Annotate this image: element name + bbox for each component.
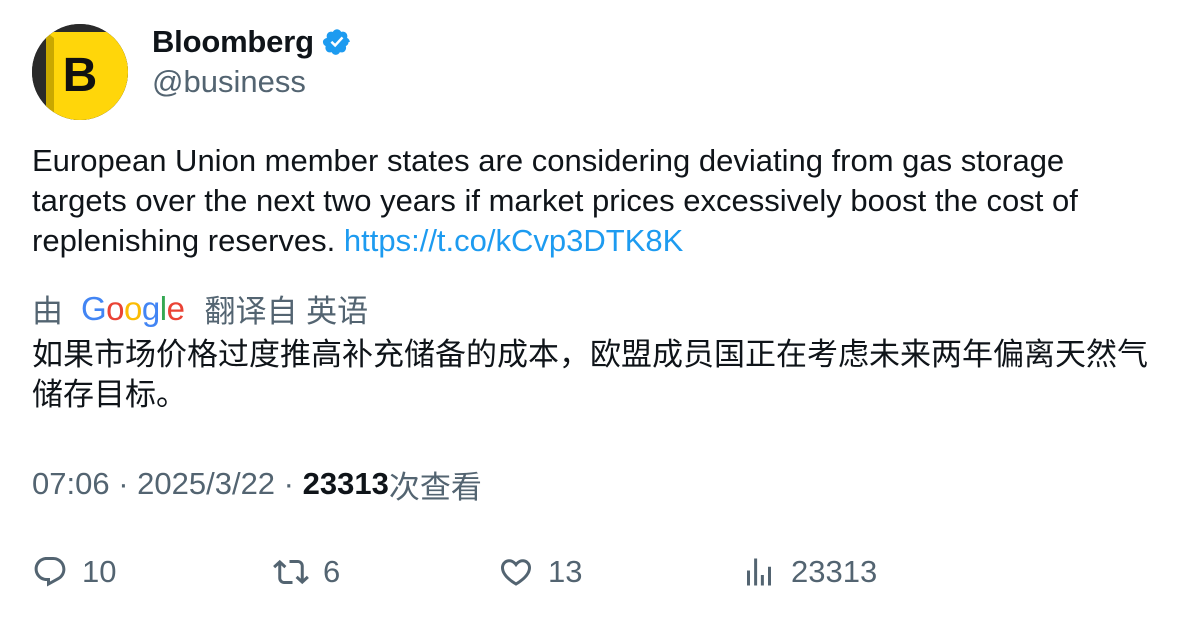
like-icon — [500, 559, 532, 586]
views-action-count: 23313 — [791, 554, 878, 589]
handle[interactable]: @business — [152, 64, 306, 99]
retweet-icon — [273, 559, 309, 585]
tweet-text: European Union member states are conside… — [32, 141, 1162, 261]
tweet-link[interactable]: https://t.co/kCvp3DTK8K — [343, 223, 684, 258]
like-count: 13 — [548, 554, 583, 589]
views-label: 次查看 — [388, 469, 482, 505]
like-button[interactable]: 13 — [498, 552, 582, 592]
avatar[interactable]: B — [32, 24, 128, 120]
display-name[interactable]: Bloomberg — [152, 24, 314, 59]
translated-text: 如果市场价格过度推高补充储备的成本，欧盟成员国正在考虑未来两年偏离天然气储存目标… — [32, 337, 1148, 412]
translated-by-label: 由 — [32, 293, 63, 329]
views-icon — [747, 558, 771, 586]
translation-attribution: 由 Google 翻译自 英语 — [32, 288, 369, 329]
translated-from-label[interactable]: 翻译自 英语 — [204, 293, 369, 329]
bloomberg-logo-icon: B — [32, 24, 128, 120]
verified-badge-icon — [322, 27, 352, 57]
google-logo-icon: Google — [81, 289, 185, 327]
tweet-meta: 07:06 · 2025/3/22 · 23313 次查看 — [32, 464, 482, 505]
meta-separator: · — [109, 466, 138, 501]
views-button[interactable]: 23313 — [741, 552, 877, 592]
retweet-button[interactable]: 6 — [273, 552, 340, 592]
tweet-body: European Union member states are conside… — [32, 143, 1078, 258]
reply-button[interactable]: 10 — [32, 552, 116, 592]
action-bar: 10 6 13 23313 — [32, 552, 1162, 592]
meta-separator: · — [275, 466, 303, 501]
retweet-count: 6 — [323, 554, 341, 589]
svg-text:B: B — [63, 49, 98, 102]
tweet-date[interactable]: 2025/3/22 — [137, 466, 276, 501]
reply-icon — [34, 557, 66, 587]
account-names: Bloomberg @business — [152, 22, 352, 102]
tweet-time[interactable]: 07:06 — [32, 466, 110, 501]
reply-count: 10 — [82, 554, 117, 589]
views-count: 23313 — [302, 466, 389, 501]
